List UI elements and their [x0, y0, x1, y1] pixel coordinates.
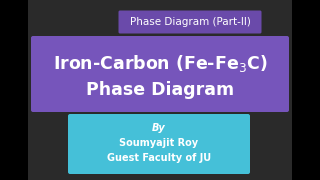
Bar	[292, 0, 320, 180]
FancyBboxPatch shape	[118, 10, 261, 33]
Text: Phase Diagram (Part-II): Phase Diagram (Part-II)	[130, 17, 251, 27]
FancyBboxPatch shape	[31, 36, 289, 112]
Text: Phase Diagram: Phase Diagram	[86, 81, 234, 99]
Text: Soumyajit Roy: Soumyajit Roy	[119, 138, 199, 148]
Bar	[0, 0, 28, 180]
Text: Guest Faculty of JU: Guest Faculty of JU	[107, 153, 211, 163]
Text: Iron-Carbon (Fe-Fe$_3$C): Iron-Carbon (Fe-Fe$_3$C)	[53, 53, 267, 74]
FancyBboxPatch shape	[68, 114, 250, 174]
Text: By: By	[152, 123, 166, 133]
